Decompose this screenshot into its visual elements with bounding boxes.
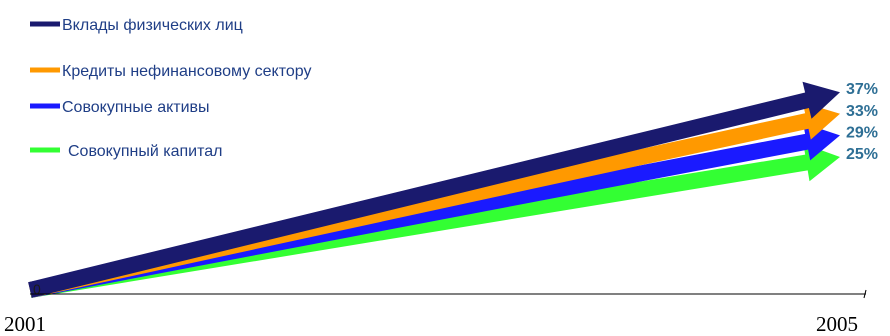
x-axis: 2001 2005 [4,289,867,336]
x-tick-label-start: 2001 [4,312,46,336]
value-label-3: 29% [846,124,878,141]
legend-label-1: Вклады физических лиц [62,17,243,34]
legend: Вклады физических лиц Кредиты нефинансово… [30,17,311,160]
x-tick-label-end: 2005 [816,312,858,336]
x-axis-end-tick [863,289,867,299]
legend-label-3: Совокупные активы [62,99,210,116]
origin-zero-label: 0 [33,281,41,297]
value-label-1: 37% [846,81,878,98]
value-label-4: 25% [846,146,878,163]
series-arrow-1 [28,81,841,298]
arrows-group [28,81,841,298]
value-labels-group: 25% 29% 33% 37% [846,81,878,163]
legend-label-2: Кредиты нефинансовому сектору [62,63,311,80]
value-label-2: 33% [846,103,878,120]
legend-label-4: Совокупный капитал [68,143,222,160]
